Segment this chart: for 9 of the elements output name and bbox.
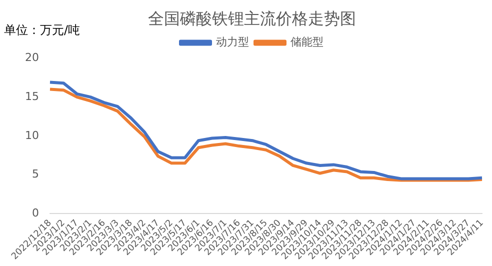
chart-title: 全国磷酸铁锂主流价格走势图 — [148, 8, 356, 28]
y-tick-label: 5 — [32, 168, 39, 181]
y-axis-title: 单位：万元/吨 — [4, 22, 80, 39]
y-tick-label: 10 — [24, 128, 39, 142]
legend-label: 动力型 — [216, 36, 249, 49]
y-tick-label: 0 — [32, 206, 39, 220]
legend-label: 储能型 — [290, 36, 324, 49]
y-tick-label: 20 — [24, 51, 39, 64]
y-tick-label: 15 — [24, 90, 39, 103]
